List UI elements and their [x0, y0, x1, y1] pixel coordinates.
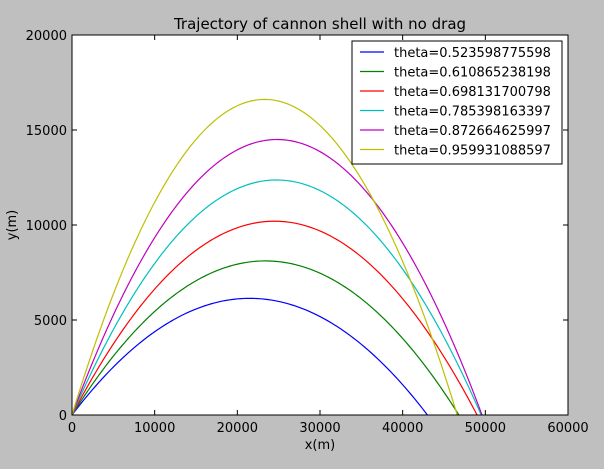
series-line-4 — [72, 179, 482, 415]
y-tick-label: 0 — [59, 409, 67, 424]
series-line-5 — [72, 138, 483, 415]
x-tick-label: 60000 — [547, 421, 588, 436]
x-tick-label: 10000 — [134, 421, 175, 436]
x-tick-label: 40000 — [382, 421, 423, 436]
series-line-2 — [72, 260, 460, 415]
y-axis-label: y(m) — [5, 210, 20, 241]
x-tick-label: 30000 — [299, 421, 340, 436]
y-tick-label: 20000 — [26, 29, 67, 44]
series-line-1 — [72, 297, 429, 415]
series-line-6 — [72, 98, 458, 415]
legend-label: theta=0.785398163397 — [394, 105, 551, 120]
y-tick-label: 15000 — [26, 124, 67, 139]
y-tick-label: 10000 — [26, 219, 67, 234]
series-group — [72, 98, 483, 415]
legend: theta=0.523598775598 theta=0.610865238198… — [351, 40, 563, 165]
legend-label: theta=0.872664625997 — [394, 124, 551, 139]
legend-label: theta=0.698131700798 — [394, 85, 551, 100]
chart-title: Trajectory of cannon shell with no drag — [173, 15, 466, 33]
legend-box — [351, 40, 563, 165]
x-tick-label: 20000 — [217, 421, 258, 436]
y-tick-label: 5000 — [34, 314, 67, 329]
legend-label: theta=0.959931088597 — [394, 144, 551, 159]
x-tick-label: 50000 — [465, 421, 506, 436]
x-tick-label: 0 — [68, 421, 76, 436]
series-line-3 — [72, 220, 478, 415]
x-axis-label: x(m) — [305, 438, 336, 453]
legend-label: theta=0.610865238198 — [394, 66, 551, 81]
legend-label: theta=0.523598775598 — [394, 46, 551, 61]
